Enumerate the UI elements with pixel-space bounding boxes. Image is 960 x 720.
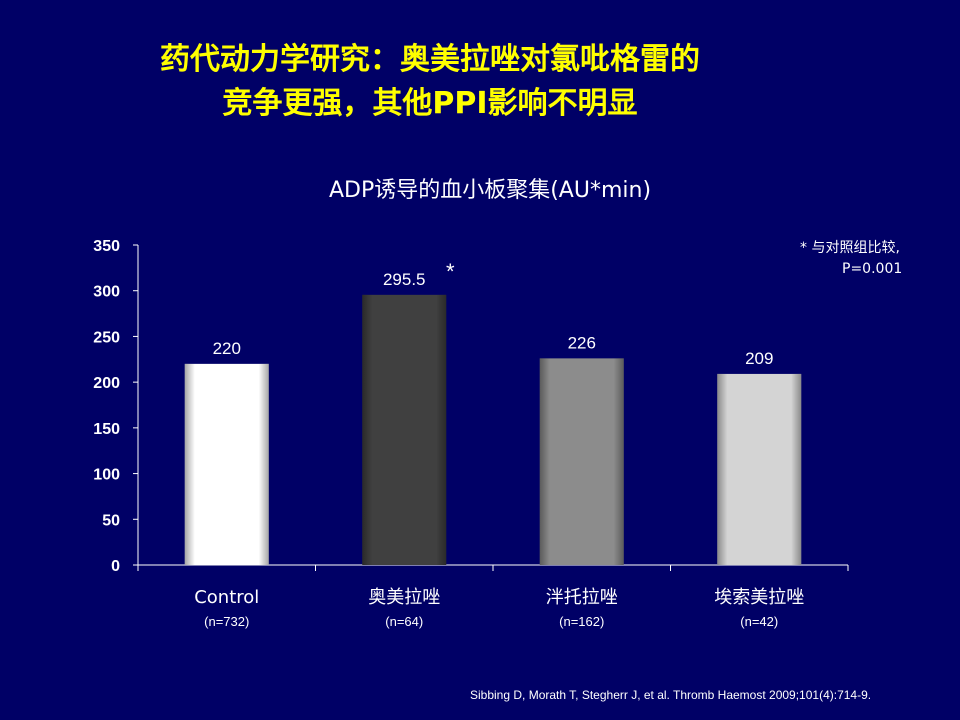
bar-shading [717,373,802,565]
y-tick-label: 350 [93,238,120,255]
bar-shading [184,363,269,565]
significance-note-pvalue: P=0.001 [842,261,903,277]
chart-bars [184,294,802,565]
citation: Sibbing D, Morath T, Stegherr J, et al. … [470,688,872,702]
chart-title: ADP诱导的血小板聚集(AU*min) [328,178,652,203]
slide-title-line2: 竞争更强，其他PPI影响不明显 [222,86,638,121]
y-tick-label: 250 [93,329,120,346]
value-label: 295.5 [383,270,426,289]
slide-title: 药代动力学研究：奥美拉唑对氯吡格雷的 竞争更强，其他PPI影响不明显 [0,38,860,126]
chart-labels: 220 Control (n=732) 295.5 * 奥美拉唑 (n=64) 226 泮托拉唑… [194,259,804,629]
y-tick-label: 200 [93,375,120,392]
sample-size-label: (n=162) [559,614,604,629]
y-tick-label: 300 [93,284,120,301]
value-label: 220 [213,339,241,358]
y-tick-label: 50 [102,512,120,529]
value-label: 226 [568,333,596,352]
slide-title-line1: 药代动力学研究：奥美拉唑对氯吡格雷的 [160,42,700,77]
category-label: 埃索美拉唑 [714,587,804,608]
sample-size-label: (n=732) [204,614,249,629]
significance-mark: * [446,259,455,284]
y-tick-label: 0 [111,558,120,575]
bar-shading [362,294,447,565]
sample-size-label: (n=42) [740,614,778,629]
bar-shading [539,358,624,565]
y-tick-label: 150 [93,421,120,438]
sample-size-label: (n=64) [385,614,423,629]
significance-note: * 与对照组比较, P=0.001 [800,238,950,280]
value-label: 209 [745,349,773,368]
y-tick-label: 100 [93,467,120,484]
category-label: Control [194,587,259,608]
category-label: 奥美拉唑 [368,587,440,608]
category-label: 泮托拉唑 [546,587,618,608]
significance-note-line1: * 与对照组比较, [800,240,900,256]
